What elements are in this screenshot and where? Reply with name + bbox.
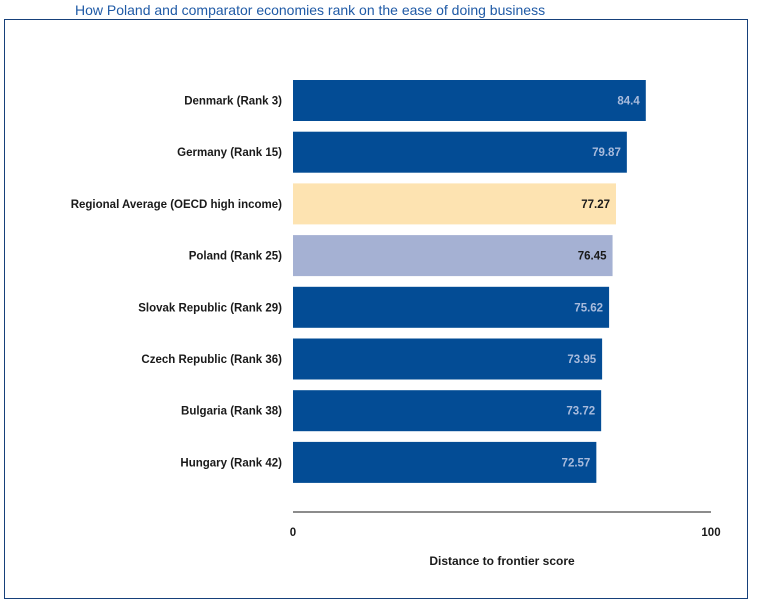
bar-value-label: 77.27 bbox=[581, 199, 610, 211]
chart-title: How Poland and comparator economies rank… bbox=[75, 2, 546, 18]
x-tick-label: 0 bbox=[290, 527, 296, 539]
bar bbox=[293, 338, 603, 380]
category-label: Czech Republic (Rank 36) bbox=[141, 354, 282, 366]
bar-value-label: 72.57 bbox=[562, 457, 591, 469]
category-labels: Denmark (Rank 3) Germany (Rank 15) Regiona… bbox=[71, 96, 282, 470]
bar-value-label: 73.72 bbox=[566, 406, 595, 418]
bar bbox=[293, 390, 602, 432]
value-labels: 84.4 79.87 77.27 76.45 75.62 73.95 73.72 72.57 bbox=[562, 96, 641, 470]
bar-value-label: 79.87 bbox=[592, 147, 621, 159]
category-label: Slovak Republic (Rank 29) bbox=[138, 302, 282, 314]
bar bbox=[293, 131, 627, 173]
x-tick-label: 100 bbox=[701, 527, 720, 539]
x-axis-title: Distance to frontier score bbox=[429, 554, 575, 568]
bar-value-label: 73.95 bbox=[567, 354, 596, 366]
category-label: Bulgaria (Rank 38) bbox=[181, 406, 282, 418]
category-label: Germany (Rank 15) bbox=[177, 147, 282, 159]
bar bbox=[293, 235, 613, 277]
category-label: Denmark (Rank 3) bbox=[184, 96, 282, 108]
category-label: Hungary (Rank 42) bbox=[180, 457, 282, 469]
x-axis-ticks: 0 100 bbox=[290, 527, 721, 539]
bar-value-label: 75.62 bbox=[574, 302, 603, 314]
bar bbox=[293, 80, 646, 121]
bar bbox=[293, 183, 616, 225]
bar bbox=[293, 441, 597, 483]
category-label: Poland (Rank 25) bbox=[189, 251, 282, 263]
bar bbox=[293, 286, 610, 328]
bar-value-label: 76.45 bbox=[578, 251, 607, 263]
bars bbox=[293, 80, 646, 483]
bar-value-label: 84.4 bbox=[617, 96, 640, 108]
category-label: Regional Average (OECD high income) bbox=[71, 199, 282, 211]
